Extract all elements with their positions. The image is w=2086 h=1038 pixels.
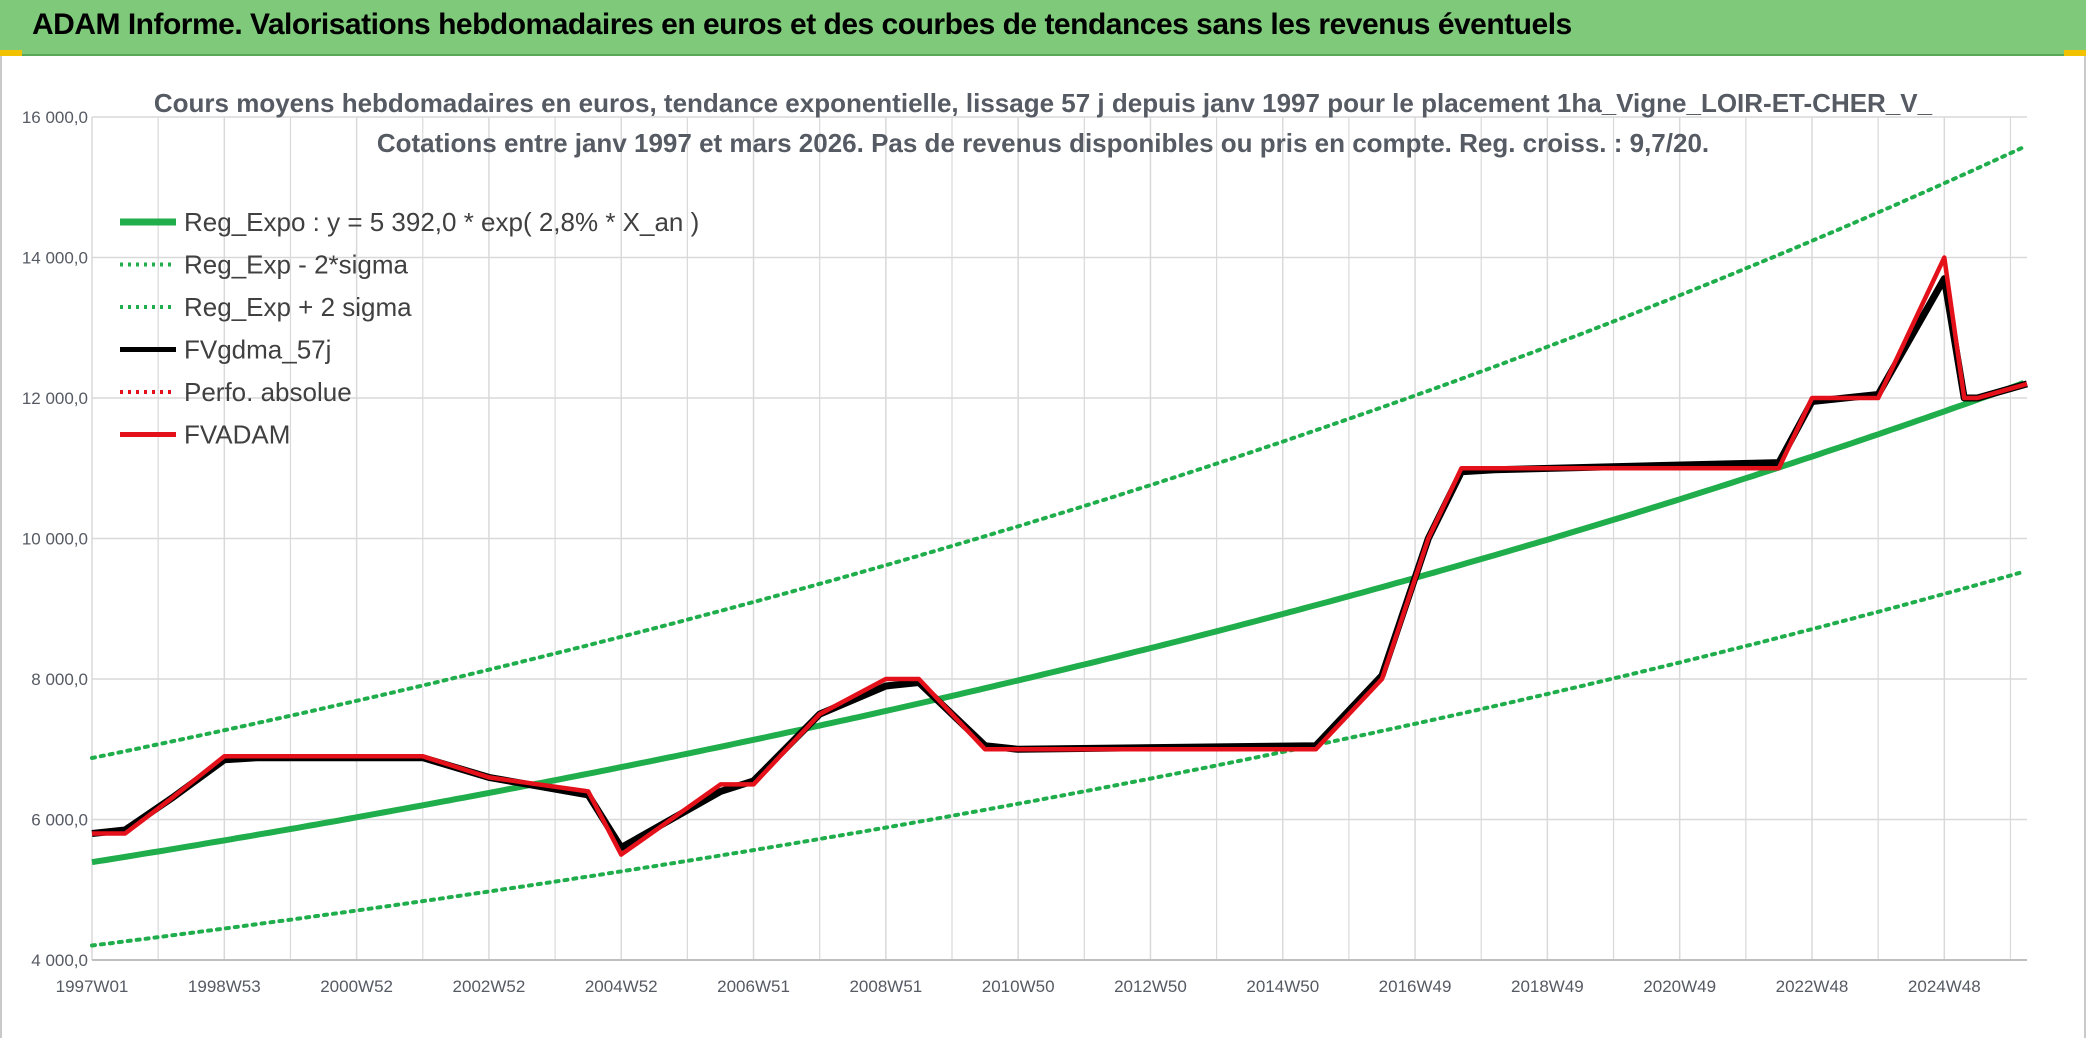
x-tick-label: 1997W01	[56, 977, 129, 996]
chart-series	[90, 145, 2028, 948]
corner-marker-right	[2064, 50, 2086, 56]
x-tick-label: 2014W50	[1246, 977, 1319, 996]
y-tick-label: 14 000,0	[22, 249, 88, 268]
legend-label-fvgdma: FVgdma_57j	[184, 335, 331, 365]
chart-gridlines	[91, 116, 2027, 961]
corner-marker-left	[0, 50, 22, 56]
x-tick-label: 2020W49	[1643, 977, 1716, 996]
chart-legend: Reg_Expo : y = 5 392,0 * exp( 2,8% * X_a…	[120, 207, 699, 450]
legend-label-reg_expo: Reg_Expo : y = 5 392,0 * exp( 2,8% * X_a…	[184, 207, 699, 237]
report-title: ADAM Informe. Valorisations hebdomadaire…	[32, 8, 1572, 41]
y-tick-label: 10 000,0	[22, 530, 88, 549]
x-tick-label: 2008W51	[849, 977, 922, 996]
fvadam-line	[92, 255, 2028, 857]
reg-expo-line	[91, 380, 2025, 866]
x-tick-label: 2022W48	[1776, 977, 1849, 996]
y-tick-label: 8 000,0	[31, 670, 88, 689]
reg-exp-plus-2sigma-line	[90, 145, 2026, 760]
x-tick-label: 2006W51	[717, 977, 790, 996]
legend-label-reg_plus: Reg_Exp + 2 sigma	[184, 292, 412, 322]
x-tick-label: 1998W53	[188, 977, 261, 996]
chart-frame	[0, 56, 2086, 1038]
x-tick-label: 2016W49	[1379, 977, 1452, 996]
x-tick-label: 2010W50	[982, 977, 1055, 996]
fvgdma-57j-line	[91, 275, 2028, 852]
legend-label-reg_minus: Reg_Exp - 2*sigma	[184, 250, 409, 280]
x-axis-ticks: 1997W01 1998W53 2000W52 2002W52 2004W52 2006W…	[56, 977, 1981, 996]
x-tick-label: 2002W52	[453, 977, 526, 996]
y-tick-label: 4 000,0	[31, 951, 88, 970]
chart-title-line-1: Cours moyens hebdomadaires en euros, ten…	[154, 88, 1933, 118]
report-header: ADAM Informe. Valorisations hebdomadaire…	[0, 0, 2086, 56]
x-tick-label: 2012W50	[1114, 977, 1187, 996]
legend-label-perfo: Perfo. absolue	[184, 377, 352, 407]
reg-exp-minus-2sigma-line	[90, 569, 2026, 948]
y-tick-label: 12 000,0	[22, 389, 88, 408]
y-tick-label: 16 000,0	[22, 108, 88, 127]
legend-label-fvadam: FVADAM	[184, 420, 290, 450]
x-tick-label: 2000W52	[320, 977, 393, 996]
chart-title-line-2: Cotations entre janv 1997 et mars 2026. …	[377, 128, 1709, 158]
x-tick-label: 2024W48	[1908, 977, 1981, 996]
x-tick-label: 2004W52	[585, 977, 658, 996]
y-axis-ticks: 4 000,0 6 000,0 8 000,0 10 000,0 12 000,0 14 …	[22, 108, 88, 970]
x-tick-label: 2018W49	[1511, 977, 1584, 996]
y-tick-label: 6 000,0	[31, 811, 88, 830]
